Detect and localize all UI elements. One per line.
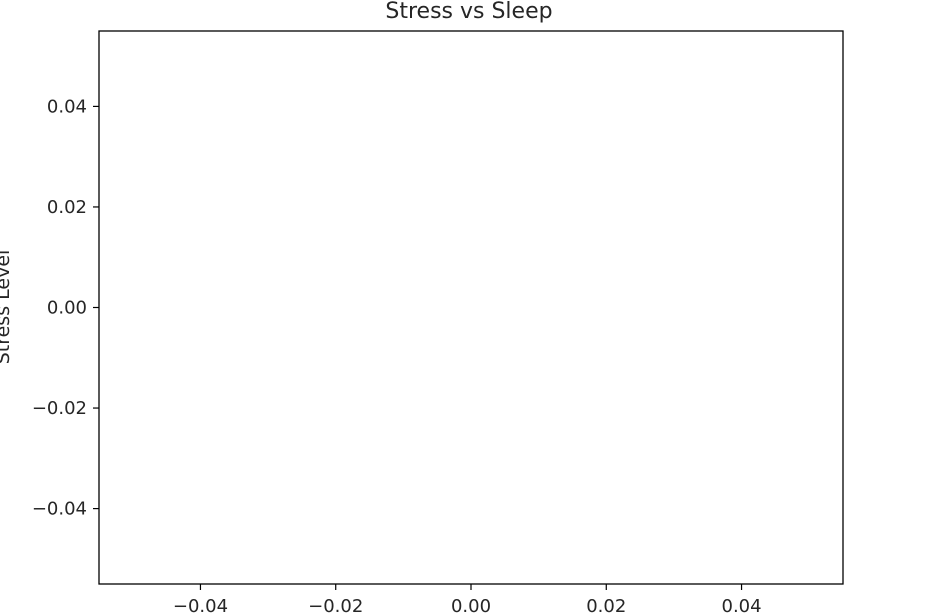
y-axis-label: Stress Level <box>0 250 14 365</box>
y-tick-label: 0.02 <box>47 197 87 218</box>
x-tick-label: −0.04 <box>173 596 228 616</box>
chart-title: Stress vs Sleep <box>385 0 552 24</box>
y-tick-label: −0.02 <box>32 398 87 419</box>
x-tick-label: 0.00 <box>451 596 491 616</box>
y-axis-ticks: 0.04 0.02 0.00 −0.02 −0.04 <box>32 96 99 520</box>
x-axis-ticks: −0.04 −0.02 0.00 0.02 0.04 <box>173 584 762 616</box>
y-tick-label: 0.00 <box>47 298 87 319</box>
x-tick-label: 0.02 <box>586 596 626 616</box>
y-tick-label: −0.04 <box>32 499 87 520</box>
x-tick-label: −0.02 <box>308 596 363 616</box>
x-tick-label: 0.04 <box>722 596 762 616</box>
y-tick-label: 0.04 <box>47 96 87 117</box>
